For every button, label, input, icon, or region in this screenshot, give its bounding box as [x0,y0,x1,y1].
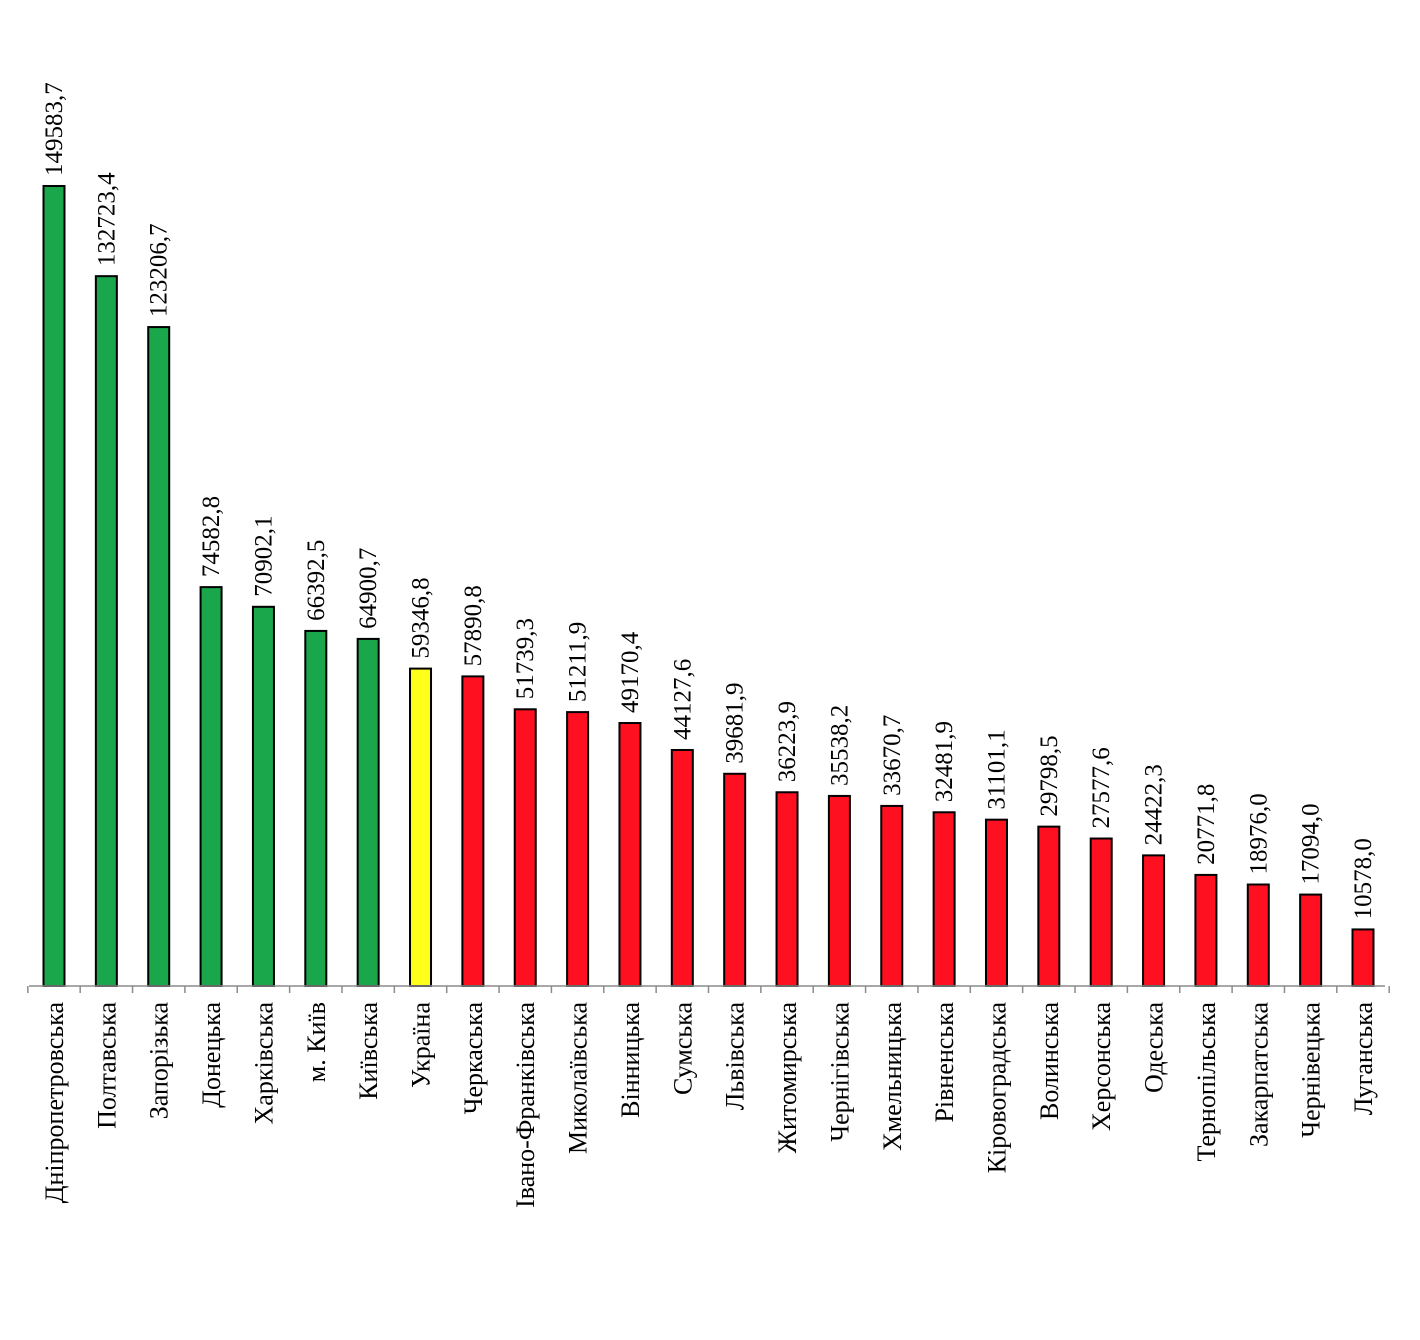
category-label: Волинська [1035,1002,1064,1120]
bar-26 [1351,928,1375,988]
bar-10 [513,708,537,988]
value-label: 10578,0 [1350,838,1377,919]
category-label: Київська [354,1002,383,1100]
value-label: 29798,5 [1036,735,1063,816]
value-label: 51211,9 [565,622,592,702]
category-label: Херсонська [1087,1002,1116,1131]
category-label: Дніпропетровська [40,1002,69,1204]
category-label: Івано-Франківська [511,1002,540,1208]
bar-17 [880,804,904,987]
bar-2 [94,275,118,987]
value-label: 59346,8 [408,577,435,658]
category-label: Луганська [1349,1002,1378,1116]
bar-22 [1142,854,1166,988]
value-label: 36223,9 [774,701,801,782]
category-label: Рівненська [930,1002,959,1123]
category-label: м. Київ [302,1002,331,1082]
value-label: 132723,4 [93,172,120,266]
value-label: 74582,8 [198,496,225,577]
category-label: Чернігівська [825,1002,854,1142]
bars-group [42,185,1375,988]
value-label: 32481,9 [931,721,958,802]
category-label: Сумська [668,1002,697,1095]
bar-13 [670,748,694,987]
bar-15 [775,791,799,987]
value-label: 123206,7 [146,223,173,317]
bar-6 [304,629,328,987]
bar-18 [932,811,956,987]
bar-7 [356,637,380,987]
bar-3 [147,326,171,987]
category-label: Донецька [197,1002,226,1108]
value-label: 149583,7 [41,82,68,176]
value-label: 27577,6 [1088,747,1115,828]
value-label: 35538,2 [826,705,853,786]
bar-4 [199,586,223,987]
x-axis [27,985,1390,993]
value-label: 49170,4 [617,631,644,713]
bar-9 [461,675,485,987]
value-label: 66392,5 [303,540,330,621]
bar-1 [42,185,66,987]
bar-11 [566,711,590,987]
value-label: 20771,8 [1193,784,1220,865]
category-label: Закарпатська [1244,1002,1273,1147]
category-label: Тернопільська [1192,1002,1221,1162]
category-label: Миколаївська [564,1002,593,1154]
category-label: Хмельницька [878,1002,907,1151]
value-label: 18976,0 [1245,793,1272,874]
category-label: Харківська [249,1002,278,1125]
bar-5 [251,605,275,987]
bar-19 [984,818,1008,987]
bar-20 [1037,825,1061,988]
bar-16 [827,794,851,987]
bar-14 [723,772,747,988]
bar-21 [1089,837,1113,987]
value-labels-group: 149583,7 132723,4 123206,7 74582,8 70902,1 66… [41,82,1377,919]
bar-8 [409,667,433,987]
value-label: 31101,1 [983,729,1010,809]
value-label: 17094,0 [1298,803,1325,884]
category-label: Житомирська [773,1002,802,1154]
value-label: 57890,8 [460,585,487,666]
value-label: 51739,3 [512,618,539,699]
category-label: Чернівецька [1297,1002,1326,1138]
value-label: 33670,7 [879,715,906,796]
value-label: 39681,9 [722,683,749,764]
bar-24 [1246,883,1270,987]
bar-12 [618,722,642,987]
category-label: Полтавська [92,1002,121,1129]
category-label: Черкаська [459,1002,488,1115]
category-labels-group: Дніпропетровська Полтавська Запорізька Доне… [40,1002,1378,1208]
category-label: Одеська [1140,1002,1169,1093]
value-label: 24422,3 [1141,764,1168,845]
category-label: Україна [407,1002,436,1088]
bar-23 [1194,873,1218,987]
value-label: 70902,1 [250,516,277,597]
bar-25 [1299,893,1323,987]
value-label: 44127,6 [669,659,696,740]
category-label: Кіровоградська [982,1002,1011,1174]
category-label: Вінницька [616,1002,645,1118]
value-label: 64900,7 [355,548,382,629]
category-label: Запорізька [145,1002,174,1120]
category-label: Львівська [721,1002,750,1111]
